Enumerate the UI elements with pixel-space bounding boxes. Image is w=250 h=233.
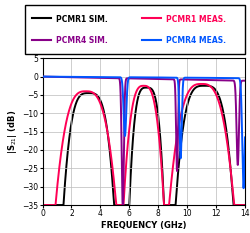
Text: PCMR4 SIM.: PCMR4 SIM. (56, 36, 108, 45)
Text: PCMR1 MEAS.: PCMR1 MEAS. (166, 15, 226, 24)
Text: PCMR1 SIM.: PCMR1 SIM. (56, 15, 108, 24)
X-axis label: FREQUENCY (GHz): FREQUENCY (GHz) (101, 221, 186, 230)
Y-axis label: |S$_{21}$| (dB): |S$_{21}$| (dB) (6, 110, 20, 154)
Text: PCMR4 MEAS.: PCMR4 MEAS. (166, 36, 226, 45)
